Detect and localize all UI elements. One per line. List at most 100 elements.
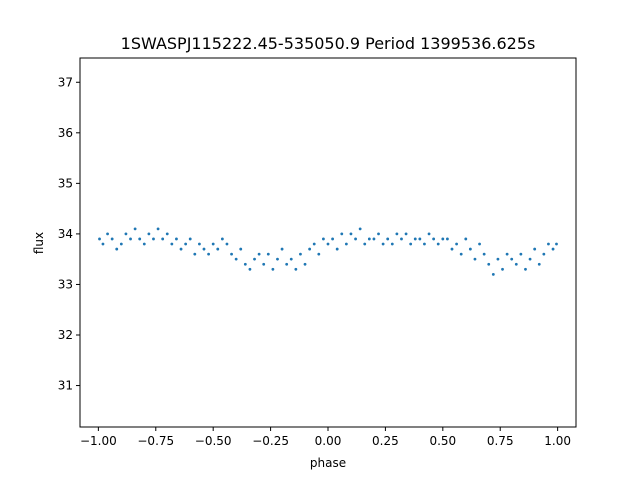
- y-tick-label: 34: [58, 227, 73, 241]
- data-point: [537, 262, 541, 266]
- data-point: [487, 262, 491, 266]
- data-point: [170, 242, 174, 246]
- data-point: [533, 247, 537, 251]
- x-tick-label: 0.00: [315, 434, 342, 448]
- data-point: [404, 232, 408, 236]
- data-point: [496, 257, 500, 261]
- data-point: [528, 257, 532, 261]
- data-point: [152, 237, 155, 241]
- x-axis-label: phase: [310, 456, 346, 470]
- y-tick-label: 31: [58, 379, 73, 393]
- data-point: [129, 237, 132, 241]
- data-point: [285, 262, 289, 266]
- data-point: [395, 232, 399, 236]
- data-point: [450, 247, 454, 251]
- data-point: [542, 252, 546, 256]
- data-point: [138, 237, 142, 241]
- data-point: [478, 242, 481, 246]
- data-point: [253, 257, 256, 261]
- data-point: [243, 262, 247, 266]
- data-point: [473, 257, 477, 261]
- data-point: [280, 247, 284, 251]
- data-point: [514, 262, 518, 266]
- data-point: [547, 242, 550, 246]
- data-point: [501, 267, 504, 271]
- data-point: [505, 252, 509, 256]
- data-point: [432, 237, 436, 241]
- data-point: [551, 247, 555, 251]
- x-tick-label: −0.25: [252, 434, 289, 448]
- data-point: [358, 227, 362, 231]
- data-point: [193, 252, 197, 256]
- y-axis-label: flux: [32, 232, 46, 254]
- x-tick-label: 0.25: [372, 434, 399, 448]
- y-axis: 31 32 33 34 35 36 37: [58, 75, 80, 393]
- data-point: [418, 237, 422, 241]
- data-point: [491, 272, 495, 276]
- data-point: [165, 232, 169, 236]
- data-point: [175, 237, 178, 241]
- plot-frame: [79, 57, 577, 428]
- data-point: [115, 247, 119, 251]
- data-point: [519, 252, 523, 256]
- data-point: [367, 237, 371, 241]
- data-point: [372, 237, 376, 241]
- data-point: [386, 237, 390, 241]
- data-point: [161, 237, 165, 241]
- data-point: [156, 227, 160, 231]
- data-point: [335, 247, 339, 251]
- x-tick-label: −0.75: [137, 434, 174, 448]
- data-point: [294, 267, 298, 271]
- data-point: [555, 242, 558, 246]
- data-point: [468, 247, 472, 251]
- data-point: [248, 267, 252, 271]
- data-point: [257, 252, 261, 256]
- data-point: [106, 232, 109, 236]
- data-point: [354, 237, 357, 241]
- data-point: [441, 237, 445, 241]
- data-point: [225, 242, 229, 246]
- data-point: [110, 237, 114, 241]
- data-point: [344, 242, 348, 246]
- data-point: [510, 257, 514, 261]
- data-point: [299, 252, 302, 256]
- data-point: [390, 242, 394, 246]
- data-point: [239, 247, 243, 251]
- data-point: [184, 242, 188, 246]
- y-tick-label: 35: [58, 176, 73, 190]
- scatter-points: [98, 227, 558, 276]
- data-point: [216, 247, 220, 251]
- data-point: [312, 242, 316, 246]
- data-point: [349, 232, 353, 236]
- data-point: [459, 252, 463, 256]
- data-point: [331, 237, 334, 241]
- data-point: [400, 237, 403, 241]
- data-point: [436, 242, 440, 246]
- data-point: [207, 252, 210, 256]
- data-point: [101, 242, 105, 246]
- y-tick-label: 37: [58, 75, 73, 89]
- x-tick-label: 1.00: [544, 434, 571, 448]
- data-point: [133, 227, 137, 231]
- data-point: [211, 242, 215, 246]
- data-point: [464, 237, 468, 241]
- data-point: [220, 237, 224, 241]
- data-point: [322, 237, 325, 241]
- data-point: [230, 252, 233, 256]
- data-point: [179, 247, 183, 251]
- data-point: [340, 232, 344, 236]
- y-tick-label: 32: [58, 328, 73, 342]
- data-point: [455, 242, 458, 246]
- data-point: [308, 247, 312, 251]
- x-tick-label: −0.50: [195, 434, 232, 448]
- data-point: [198, 242, 201, 246]
- x-tick-label: −1.00: [80, 434, 117, 448]
- data-point: [413, 237, 417, 241]
- data-point: [427, 232, 431, 236]
- x-tick-label: 0.50: [429, 434, 456, 448]
- data-point: [446, 237, 449, 241]
- data-point: [124, 232, 128, 236]
- data-point: [326, 242, 330, 246]
- data-point: [262, 262, 266, 266]
